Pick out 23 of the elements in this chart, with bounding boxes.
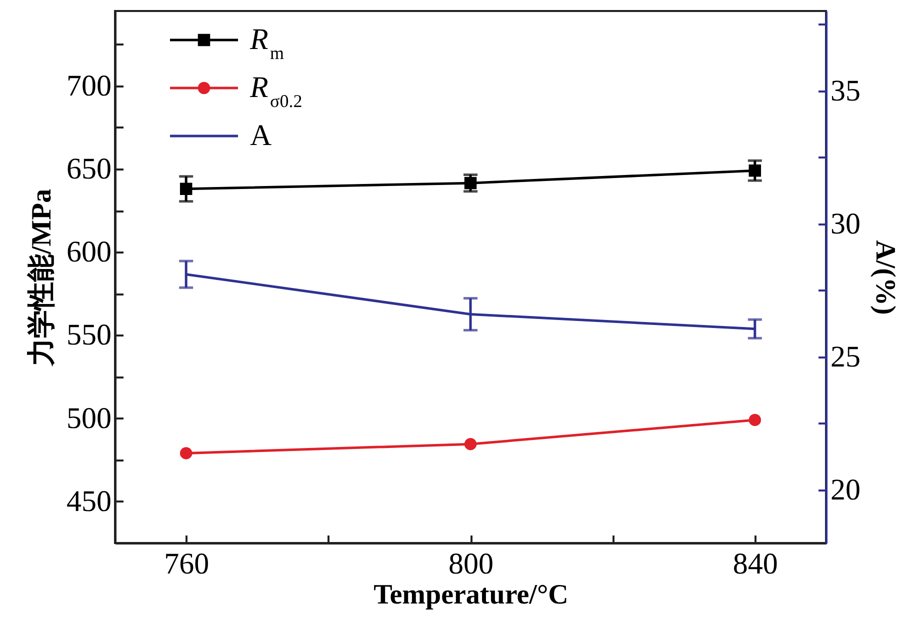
x-tick-label: 840 bbox=[732, 548, 778, 580]
x-tick-label: 760 bbox=[164, 548, 210, 580]
y-tick-label: 700 bbox=[66, 69, 112, 102]
y2-tick-label: 35 bbox=[830, 74, 860, 108]
y-tick-label: 650 bbox=[66, 152, 112, 186]
point bbox=[180, 447, 192, 460]
x-tick-label: 800 bbox=[448, 548, 494, 580]
point bbox=[748, 164, 762, 177]
y2-tick-label: 30 bbox=[830, 207, 860, 240]
point bbox=[464, 176, 477, 190]
x-axis-title: Temperature/°C bbox=[374, 580, 568, 610]
y2-tick-label: 20 bbox=[830, 473, 860, 506]
point bbox=[748, 414, 762, 426]
y-axis-title: 力学性能/MPa bbox=[26, 188, 58, 368]
y-tick-label: 500 bbox=[66, 402, 112, 435]
legend-label: A bbox=[250, 119, 272, 152]
y2-tick-label: 25 bbox=[830, 340, 860, 374]
y-tick-label: 450 bbox=[66, 484, 112, 518]
y-tick-label: 600 bbox=[66, 236, 112, 269]
point bbox=[180, 182, 192, 196]
point bbox=[464, 438, 477, 450]
y-tick-label: 550 bbox=[66, 318, 112, 352]
y2-axis-title: A/(%) bbox=[870, 240, 900, 315]
